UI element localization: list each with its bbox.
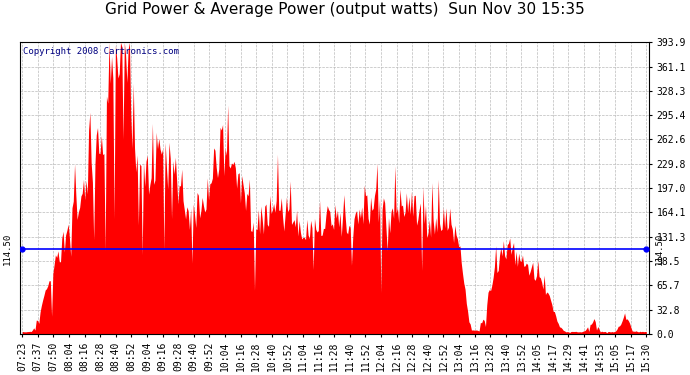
Text: Grid Power & Average Power (output watts)  Sun Nov 30 15:35: Grid Power & Average Power (output watts… <box>105 2 585 17</box>
Text: 114.50: 114.50 <box>3 233 12 265</box>
Text: Copyright 2008 Cartronics.com: Copyright 2008 Cartronics.com <box>23 47 179 56</box>
Text: 114.50: 114.50 <box>656 233 664 265</box>
